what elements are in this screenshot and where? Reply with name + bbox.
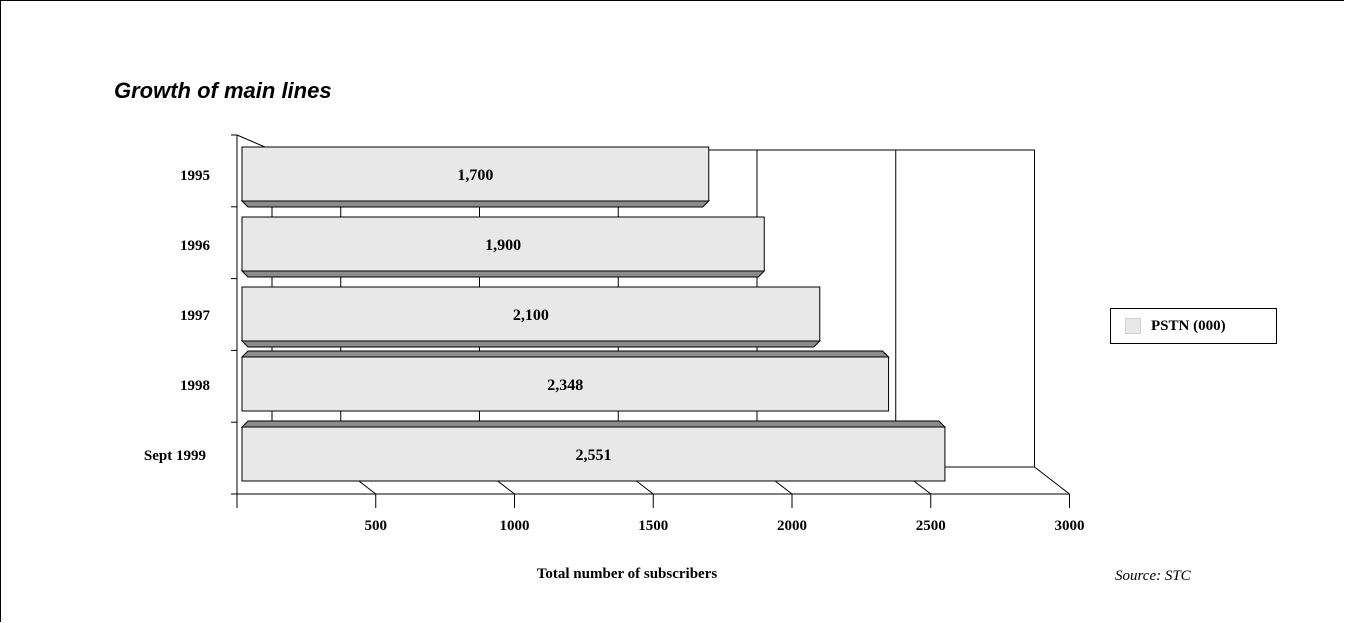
- chart-title: Growth of main lines: [114, 78, 332, 103]
- x-axis-title: Total number of subscribers: [537, 566, 718, 582]
- bar-shading: [240, 340, 821, 348]
- bar-shading: [240, 270, 766, 278]
- x-tick-label: 3000: [1055, 518, 1085, 534]
- bar-face: [241, 216, 765, 272]
- bar-value-label: 1,700: [457, 167, 493, 184]
- bar-face: [241, 356, 890, 412]
- bar-shading: [240, 420, 947, 428]
- x-tick-label: 2000: [777, 518, 807, 534]
- x-tick-label: 500: [365, 518, 388, 534]
- bar-value-label: 2,551: [575, 447, 611, 464]
- category-label: 1998: [180, 378, 210, 394]
- bar-value-label: 2,348: [547, 377, 583, 394]
- bar-face: [241, 146, 710, 202]
- bar-value-label: 1,900: [485, 237, 521, 254]
- x-tick-label: 2500: [916, 518, 946, 534]
- category-label: 1995: [180, 168, 210, 184]
- x-tick-label: 1500: [638, 518, 668, 534]
- bar: [240, 216, 766, 278]
- bar-face: [241, 286, 821, 342]
- legend: PSTN (000): [1110, 308, 1277, 344]
- bar-shading: [240, 200, 710, 208]
- bar: [240, 420, 947, 482]
- category-label: Sept 1999: [144, 448, 206, 464]
- bar: [240, 350, 890, 412]
- legend-swatch-pstn: [1125, 318, 1141, 334]
- legend-label-pstn: PSTN (000): [1151, 317, 1226, 334]
- source-note: Source: STC: [1115, 568, 1191, 584]
- bar-shading: [240, 350, 890, 358]
- category-label: 1997: [180, 308, 211, 324]
- bar-value-label: 2,100: [513, 307, 549, 324]
- bar: [240, 146, 710, 208]
- bar: [240, 286, 821, 348]
- x-tick-label: 1000: [500, 518, 530, 534]
- bar-face: [241, 426, 946, 482]
- category-label: 1996: [180, 238, 211, 254]
